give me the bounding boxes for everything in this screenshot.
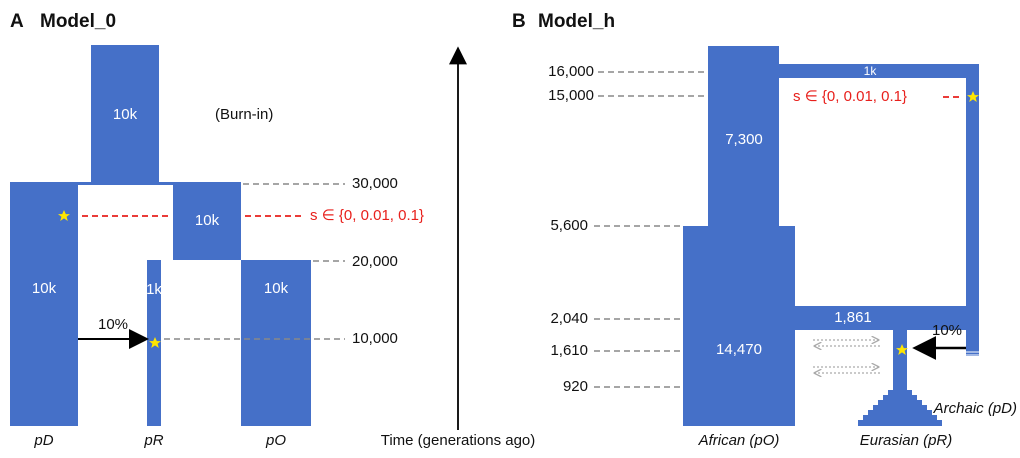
population-label: African (pO)	[698, 432, 780, 449]
size-label: 7,300	[725, 131, 763, 148]
size-label: 10k	[32, 280, 57, 297]
population-label: Eurasian (pR)	[860, 432, 953, 449]
panel-title: Model_h	[538, 11, 615, 32]
time-label: 10,000	[352, 330, 398, 347]
size-label: 1,861	[834, 309, 872, 326]
size-label: 14,470	[716, 341, 762, 358]
time-label: 1,610	[550, 342, 588, 359]
time-label: 16,000	[548, 63, 594, 80]
time-label: 920	[563, 378, 588, 395]
migration-label: 10%	[98, 316, 128, 333]
model-0-shapes	[10, 45, 467, 430]
time-label: 2,040	[550, 310, 588, 327]
size-label: 10k	[264, 280, 289, 297]
time-label: 5,600	[550, 217, 588, 234]
population-label: pD	[33, 432, 53, 449]
size-label: 10k	[113, 106, 138, 123]
size-label: 1k	[146, 281, 162, 298]
selection-label: s ∈ {0, 0.01, 0.1}	[310, 207, 424, 224]
size-label: 1k	[864, 64, 878, 78]
selection-label: s ∈ {0, 0.01, 0.1}	[793, 88, 907, 105]
time-label: 15,000	[548, 87, 594, 104]
migration-label: 10%	[932, 322, 962, 339]
population-label: Archaic (pD)	[933, 400, 1017, 417]
population-label: pO	[265, 432, 286, 449]
axis-label: Time (generations ago)	[381, 432, 536, 449]
model-h-shapes	[594, 46, 979, 426]
panel-letter: A	[10, 11, 24, 32]
panel-letter: B	[512, 11, 526, 32]
time-label: 30,000	[352, 175, 398, 192]
population-label: pR	[143, 432, 163, 449]
size-label: 10k	[195, 212, 220, 229]
time-label: 20,000	[352, 253, 398, 270]
note: (Burn-in)	[215, 106, 273, 123]
panel-title: Model_0	[40, 11, 116, 32]
